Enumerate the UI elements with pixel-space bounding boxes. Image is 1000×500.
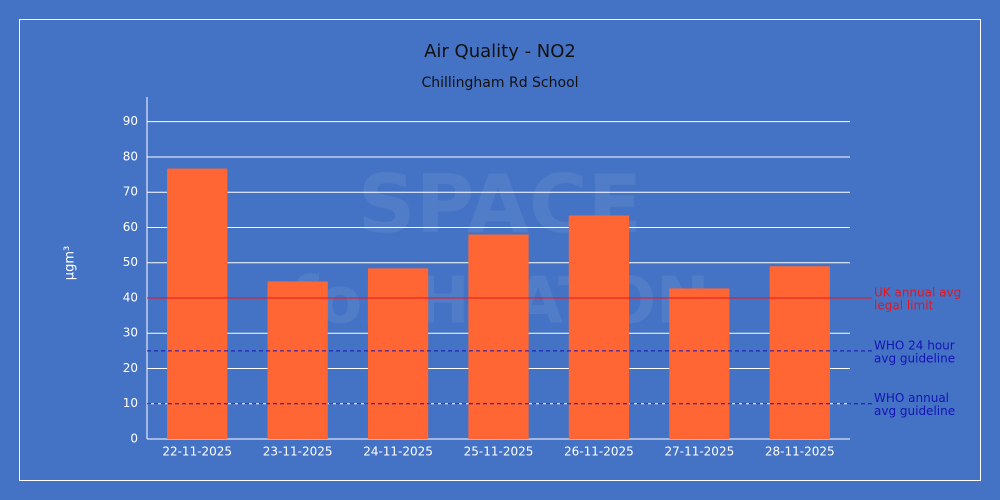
y-tick-label: 20 <box>123 361 138 375</box>
y-tick-label: 40 <box>123 290 138 304</box>
reference-label: legal limit <box>874 298 934 312</box>
chart-title: Air Quality - NO2 <box>424 41 576 62</box>
y-tick-label: 0 <box>130 432 138 446</box>
reference-label: UK annual avg <box>874 285 961 299</box>
x-tick-label: 28-11-2025 <box>765 445 835 459</box>
x-tick-label: 26-11-2025 <box>564 445 634 459</box>
y-tick-label: 60 <box>123 220 138 234</box>
y-axis-label: µgm³ <box>63 246 78 280</box>
reference-label: avg guideline <box>874 404 955 418</box>
bar <box>669 288 730 439</box>
x-tick-label: 24-11-2025 <box>363 445 433 459</box>
bar <box>167 168 228 440</box>
x-tick-label: 27-11-2025 <box>664 445 734 459</box>
y-tick-label: 50 <box>123 255 138 269</box>
bar <box>468 234 529 439</box>
reference-label: avg guideline <box>874 351 955 365</box>
x-tick-label: 25-11-2025 <box>464 445 534 459</box>
y-tick-label: 80 <box>123 149 138 163</box>
y-tick-label: 90 <box>123 114 138 128</box>
x-tick-label: 23-11-2025 <box>263 445 333 459</box>
y-tick-label: 30 <box>123 326 138 340</box>
reference-label: WHO annual <box>874 391 949 405</box>
bar <box>367 268 429 439</box>
y-tick-label: 10 <box>123 396 138 410</box>
bar <box>568 215 630 439</box>
bar <box>769 266 830 439</box>
reference-label: WHO 24 hour <box>874 338 955 352</box>
y-tick-label: 70 <box>123 185 138 199</box>
bar <box>267 281 328 439</box>
frame <box>19 19 981 481</box>
chart-subtitle: Chillingham Rd School <box>421 75 578 91</box>
x-tick-label: 22-11-2025 <box>162 445 232 459</box>
